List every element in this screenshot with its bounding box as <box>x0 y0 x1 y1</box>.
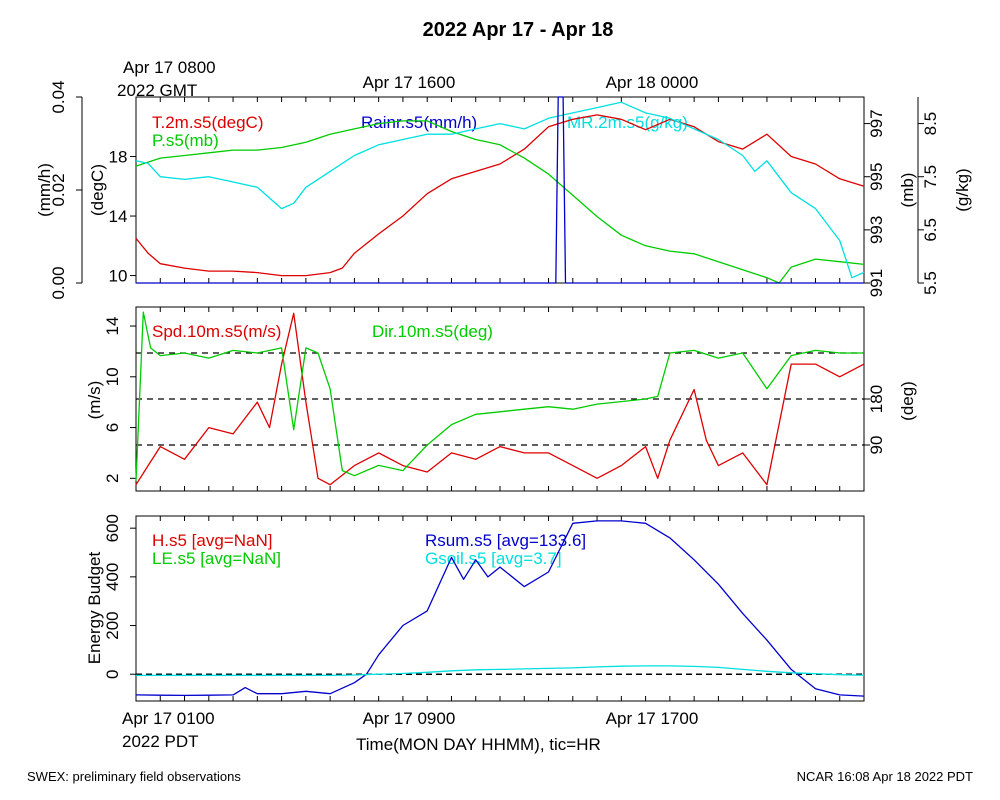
mr-tick-label: 8.5 <box>921 112 940 136</box>
legend-temp: T.2m.s5(degC) <box>152 113 263 132</box>
energy-tick-label: 400 <box>103 563 122 591</box>
legend-rsum: Rsum.s5 [avg=133.6] <box>425 531 586 550</box>
footer-right: NCAR 16:08 Apr 18 2022 PDT <box>797 769 973 784</box>
pres-tick-label: 997 <box>867 109 886 137</box>
pres-tick-label: 995 <box>867 163 886 191</box>
energy-tick-label: 200 <box>103 611 122 639</box>
pdt-tick-label-2: Apr 17 0900 <box>363 709 456 728</box>
rain-axis-title: (mm/h) <box>35 163 54 217</box>
series-pres-line <box>135 120 865 284</box>
mr-tick-label: 7.5 <box>921 165 940 189</box>
gmt-corner-label-1: Apr 17 0800 <box>123 58 216 77</box>
legend-pres: P.s5(mb) <box>152 131 219 150</box>
mr-tick-label: 6.5 <box>921 218 940 242</box>
footer-left: SWEX: preliminary field observations <box>27 769 241 784</box>
mr-axis-title: (g/kg) <box>953 168 972 211</box>
series-energy-3-line <box>136 665 865 677</box>
mr-tick-label: 5.5 <box>921 271 940 295</box>
spd-axis-title: (m/s) <box>85 381 104 420</box>
series-rain-line <box>136 96 864 284</box>
spd-tick-label: 2 <box>103 474 122 483</box>
spd-tick-label: 6 <box>103 423 122 432</box>
dir-tick-label: 90 <box>867 436 886 455</box>
gmt-tick-label-1: Apr 17 1600 <box>363 73 456 92</box>
legend-le: LE.s5 [avg=NaN] <box>152 549 281 568</box>
dir-tick-label: 180 <box>867 385 886 413</box>
spd-tick-label: 10 <box>103 367 122 386</box>
gmt-corner-label-2: 2022 GMT <box>117 81 197 100</box>
series-mr-line <box>135 101 865 279</box>
x-axis-title: Time(MON DAY HHMM), tic=HR <box>356 735 601 754</box>
rain-tick-label: 0.02 <box>49 173 68 206</box>
pres-axis-title: (mb) <box>898 173 917 208</box>
dir-axis-title: (deg) <box>898 381 917 421</box>
series-temp-line <box>135 114 865 277</box>
legend-spd: Spd.10m.s5(m/s) <box>152 322 281 341</box>
chart-title: 2022 Apr 17 - Apr 18 <box>423 19 614 41</box>
pdt-tick-label-3: Apr 17 1700 <box>606 709 699 728</box>
series-dir-line <box>135 311 864 481</box>
legend-dir: Dir.10m.s5(deg) <box>372 322 493 341</box>
pres-tick-label: 991 <box>867 269 886 297</box>
series-energy-2-line <box>135 520 865 697</box>
energy-tick-label: 0 <box>103 669 122 678</box>
legend-h: H.s5 [avg=NaN] <box>152 531 272 550</box>
series-spd-line <box>135 312 865 486</box>
legend-gsoil: Gsoil.s5 [avg=3.7] <box>425 549 562 568</box>
temp-tick-label: 10 <box>109 267 128 286</box>
pres-tick-label: 993 <box>867 216 886 244</box>
temp-axis-title: (degC) <box>88 164 107 216</box>
pdt-tick-label-1: Apr 17 0100 <box>122 709 215 728</box>
legend-rain: Rainr.s5(mm/h) <box>361 113 477 132</box>
pdt-corner-label: 2022 PDT <box>122 732 199 751</box>
spd-tick-label: 14 <box>103 317 122 336</box>
rain-tick-label: 0.04 <box>49 80 68 113</box>
temp-tick-label: 14 <box>109 207 128 226</box>
energy-tick-label: 600 <box>103 514 122 542</box>
temp-tick-label: 18 <box>109 148 128 167</box>
chart-marks: 0.00 0.02 0.04 10 14 18 991 993 995 997 5.5 6.5 7.5 8… <box>49 80 940 701</box>
rain-tick-label: 0.00 <box>49 266 68 299</box>
energy-axis-title: Energy Budget <box>85 551 104 664</box>
gmt-tick-label-2: Apr 18 0000 <box>606 73 699 92</box>
